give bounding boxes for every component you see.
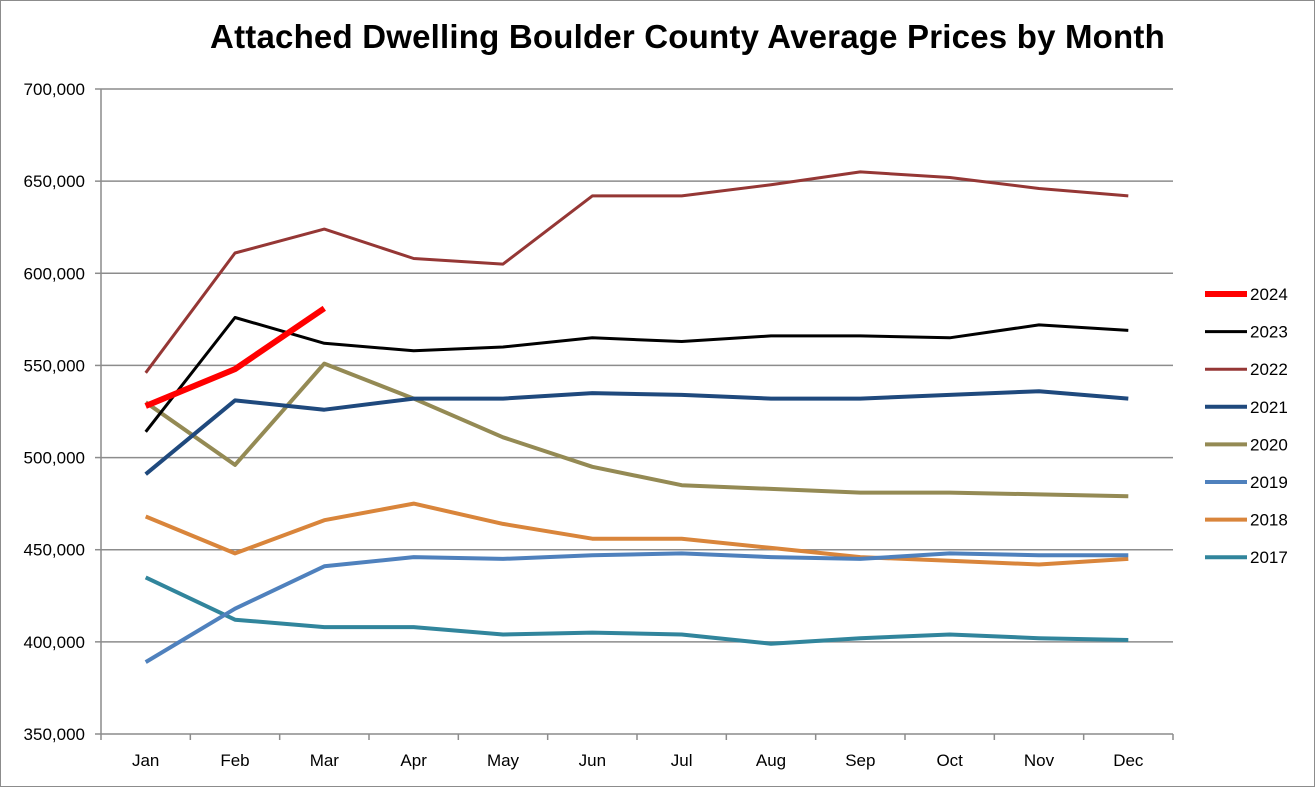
x-tick-label: Jan <box>132 751 159 770</box>
x-tick-label: Feb <box>220 751 249 770</box>
y-tick-label: 400,000 <box>24 633 85 652</box>
legend-label-2022: 2022 <box>1250 360 1288 379</box>
x-tick-label: Oct <box>936 751 963 770</box>
series-line-2021 <box>144 389 1129 476</box>
series-lines <box>144 170 1129 664</box>
x-tick-label: Mar <box>310 751 340 770</box>
gridlines <box>101 88 1173 643</box>
x-tick-label: Sep <box>845 751 875 770</box>
series-line-2017 <box>144 575 1129 646</box>
x-tick-label: Jun <box>579 751 606 770</box>
y-tick-label: 500,000 <box>24 449 85 468</box>
legend-label-2017: 2017 <box>1250 548 1288 567</box>
y-tick-label: 650,000 <box>24 172 85 191</box>
legend-label-2020: 2020 <box>1250 435 1288 454</box>
y-tick-label: 550,000 <box>24 356 85 375</box>
legend-label-2021: 2021 <box>1250 398 1288 417</box>
x-tick-label: Jul <box>671 751 693 770</box>
x-axis-ticks: Jan Feb Mar Apr May Jun Jul Aug Sep Oct Nov Dec <box>100 734 1174 770</box>
series-line-2022 <box>144 170 1129 374</box>
legend-label-2024: 2024 <box>1250 285 1288 304</box>
legend: 2024 2023 2022 2021 2020 2019 2018 2017 <box>1205 285 1288 567</box>
series-line-2019 <box>144 551 1129 664</box>
y-tick-label: 700,000 <box>24 80 85 99</box>
y-tick-label: 600,000 <box>24 264 85 283</box>
y-tick-label: 350,000 <box>24 725 85 744</box>
y-tick-label: 450,000 <box>24 541 85 560</box>
legend-label-2018: 2018 <box>1250 511 1288 530</box>
series-line-2018 <box>144 501 1129 567</box>
x-tick-label: Nov <box>1024 751 1055 770</box>
legend-label-2019: 2019 <box>1250 473 1288 492</box>
series-line-2023 <box>144 316 1129 433</box>
y-axis-ticks: 350,000 400,000 450,000 500,000 550,000 600,0… <box>24 80 101 744</box>
x-tick-label: May <box>487 751 520 770</box>
x-tick-label: Apr <box>400 751 427 770</box>
chart-title: Attached Dwelling Boulder County Average… <box>210 18 1165 55</box>
legend-label-2023: 2023 <box>1250 323 1288 342</box>
x-tick-label: Dec <box>1113 751 1144 770</box>
x-tick-label: Aug <box>756 751 786 770</box>
series-line-2024 <box>144 305 326 409</box>
series-line-2020 <box>144 361 1129 499</box>
